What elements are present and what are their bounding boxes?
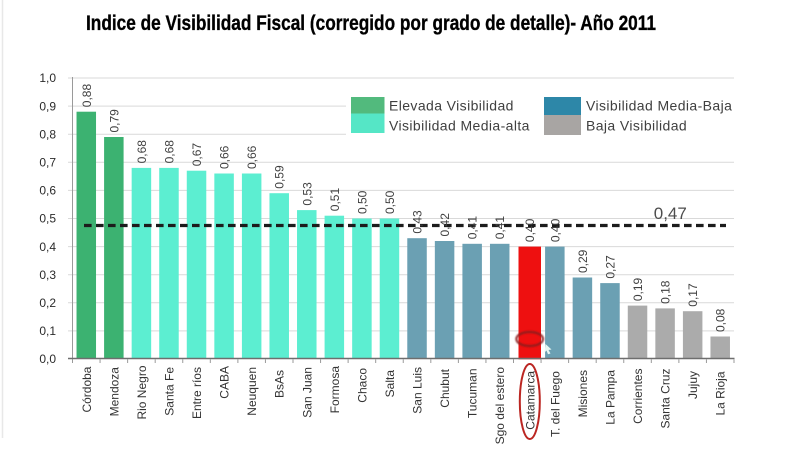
svg-text:0,40: 0,40 — [523, 218, 537, 242]
svg-text:BsAs: BsAs — [273, 370, 287, 398]
svg-text:La Rioja: La Rioja — [714, 371, 728, 415]
svg-text:0,1: 0,1 — [39, 324, 56, 338]
svg-text:0,29: 0,29 — [576, 249, 590, 273]
svg-text:0,51: 0,51 — [328, 188, 342, 212]
svg-text:0,53: 0,53 — [300, 182, 314, 206]
svg-text:Chaco: Chaco — [355, 368, 369, 403]
svg-text:0,41: 0,41 — [466, 216, 480, 240]
svg-text:0,43: 0,43 — [411, 210, 425, 234]
svg-text:0,6: 0,6 — [39, 184, 56, 198]
svg-text:0,47: 0,47 — [654, 204, 687, 223]
svg-text:0,4: 0,4 — [39, 240, 56, 254]
svg-text:San Juan: San Juan — [300, 367, 314, 418]
svg-text:Córdoba: Córdoba — [80, 366, 94, 412]
svg-text:Indice de Visibilidad Fiscal (: Indice de Visibilidad Fiscal (corregido … — [86, 12, 656, 35]
svg-text:Sgo del estero: Sgo del estero — [493, 367, 507, 445]
svg-text:Salta: Salta — [383, 370, 397, 398]
svg-text:0,5: 0,5 — [39, 212, 56, 226]
svg-text:0,42: 0,42 — [438, 213, 452, 237]
svg-text:0,9: 0,9 — [39, 99, 56, 113]
svg-text:0,40: 0,40 — [548, 218, 562, 242]
svg-text:0,27: 0,27 — [603, 255, 617, 279]
svg-text:0,41: 0,41 — [493, 216, 507, 240]
svg-text:0,19: 0,19 — [631, 277, 645, 301]
svg-text:Jujuy: Jujuy — [686, 371, 700, 399]
svg-text:0,7: 0,7 — [39, 156, 56, 170]
svg-text:0,66: 0,66 — [245, 145, 259, 169]
svg-text:0,66: 0,66 — [218, 145, 232, 169]
svg-text:Mendoza: Mendoza — [107, 367, 121, 417]
svg-text:0,18: 0,18 — [659, 280, 673, 304]
svg-text:Formosa: Formosa — [328, 366, 342, 414]
svg-text:0,0: 0,0 — [39, 352, 56, 366]
svg-text:Rio Negro: Rio Negro — [135, 365, 149, 419]
svg-text:T. del Fuego: T. del Fuego — [548, 371, 562, 437]
svg-text:La Pampa: La Pampa — [603, 370, 617, 425]
svg-text:0,68: 0,68 — [135, 140, 149, 164]
svg-text:0,59: 0,59 — [273, 165, 287, 189]
svg-text:Entre ríos: Entre ríos — [190, 367, 204, 419]
svg-text:0,8: 0,8 — [39, 127, 56, 141]
svg-text:0,79: 0,79 — [107, 109, 121, 133]
svg-text:0,67: 0,67 — [190, 143, 204, 167]
svg-text:Visibilidad Media-Baja: Visibilidad Media-Baja — [586, 98, 732, 114]
svg-text:Catamarca: Catamarca — [523, 371, 537, 430]
svg-text:0,88: 0,88 — [80, 84, 94, 108]
svg-text:0,68: 0,68 — [162, 140, 176, 164]
svg-text:0,3: 0,3 — [39, 268, 56, 282]
svg-text:0,2: 0,2 — [39, 296, 56, 310]
svg-text:Santa Cruz: Santa Cruz — [659, 369, 673, 429]
svg-text:Visibilidad Media-alta: Visibilidad Media-alta — [389, 118, 530, 134]
svg-text:0,08: 0,08 — [714, 308, 728, 332]
svg-text:Neuquen: Neuquen — [245, 367, 259, 416]
svg-text:Tucuman: Tucuman — [466, 369, 480, 419]
svg-text:Misiones: Misiones — [576, 370, 590, 417]
svg-text:Chubut: Chubut — [438, 368, 452, 407]
svg-text:CABA: CABA — [218, 366, 232, 399]
svg-text:0,50: 0,50 — [355, 190, 369, 214]
svg-text:San Luis: San Luis — [411, 367, 425, 414]
svg-text:Elevada Visibilidad: Elevada Visibilidad — [389, 98, 514, 114]
svg-text:Corrientes: Corrientes — [631, 369, 645, 424]
svg-text:Santa Fe: Santa Fe — [162, 367, 176, 416]
svg-text:Baja Visibilidad: Baja Visibilidad — [586, 118, 687, 134]
svg-text:0,17: 0,17 — [686, 283, 700, 307]
svg-text:0,50: 0,50 — [383, 190, 397, 214]
svg-text:1,0: 1,0 — [39, 71, 56, 85]
